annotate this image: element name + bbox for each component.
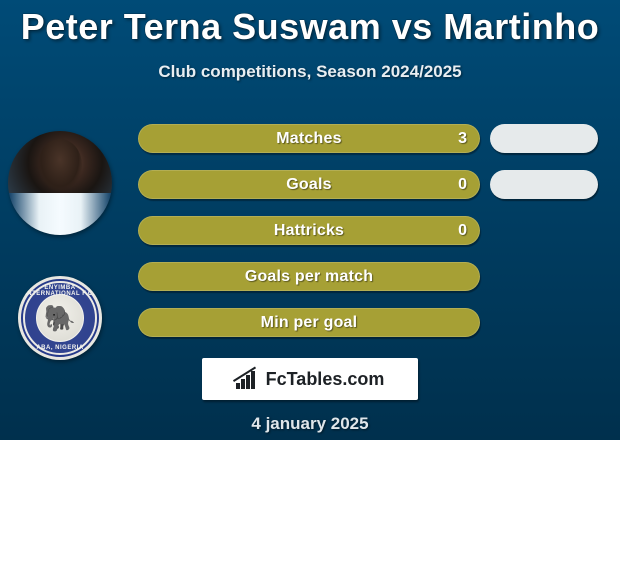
content-root: Peter Terna Suswam vs Martinho Club comp… — [0, 0, 620, 580]
stat-pill-left: Min per goal — [138, 308, 480, 337]
player-avatar — [8, 131, 112, 235]
stat-label: Goals — [286, 176, 331, 194]
stat-label: Hattricks — [274, 222, 344, 240]
bar-chart-icon — [236, 369, 260, 389]
stat-row-goals-per-match: Goals per match — [138, 262, 598, 308]
club-badge: ENYIMBA INTERNATIONAL F.C. 🐘 ABA, NIGERI… — [18, 276, 102, 360]
stat-value-left: 0 — [458, 222, 467, 240]
stat-label: Matches — [276, 130, 341, 148]
stat-pill-left: Goals per match — [138, 262, 480, 291]
page-title: Peter Terna Suswam vs Martinho — [0, 0, 620, 48]
stat-label: Min per goal — [261, 314, 358, 332]
stats-panel: Matches 3 Goals 0 Hattricks 0 Goals per … — [138, 124, 598, 354]
stat-pill-left: Matches 3 — [138, 124, 480, 153]
stat-label: Goals per match — [245, 268, 373, 286]
stat-row-min-per-goal: Min per goal — [138, 308, 598, 354]
stat-value-left: 0 — [458, 176, 467, 194]
club-crest-bottom-text: ABA, NIGERIA — [23, 345, 97, 351]
watermark-text: FcTables.com — [266, 369, 385, 390]
stat-value-left: 3 — [458, 130, 467, 148]
stat-row-goals: Goals 0 — [138, 170, 598, 216]
club-crest-inner: 🐘 — [37, 295, 83, 341]
watermark-badge[interactable]: FcTables.com — [202, 358, 418, 400]
club-crest-top-text: ENYIMBA INTERNATIONAL F.C. — [23, 285, 97, 297]
elephant-icon: 🐘 — [44, 305, 76, 331]
page-subtitle: Club competitions, Season 2024/2025 — [0, 62, 620, 82]
stat-row-matches: Matches 3 — [138, 124, 598, 170]
stat-pill-left: Hattricks 0 — [138, 216, 480, 245]
stat-row-hattricks: Hattricks 0 — [138, 216, 598, 262]
footer-date: 4 january 2025 — [0, 414, 620, 434]
stat-pill-right — [490, 124, 598, 153]
stat-pill-left: Goals 0 — [138, 170, 480, 199]
stat-pill-right — [490, 170, 598, 199]
club-crest: ENYIMBA INTERNATIONAL F.C. 🐘 ABA, NIGERI… — [21, 279, 99, 357]
